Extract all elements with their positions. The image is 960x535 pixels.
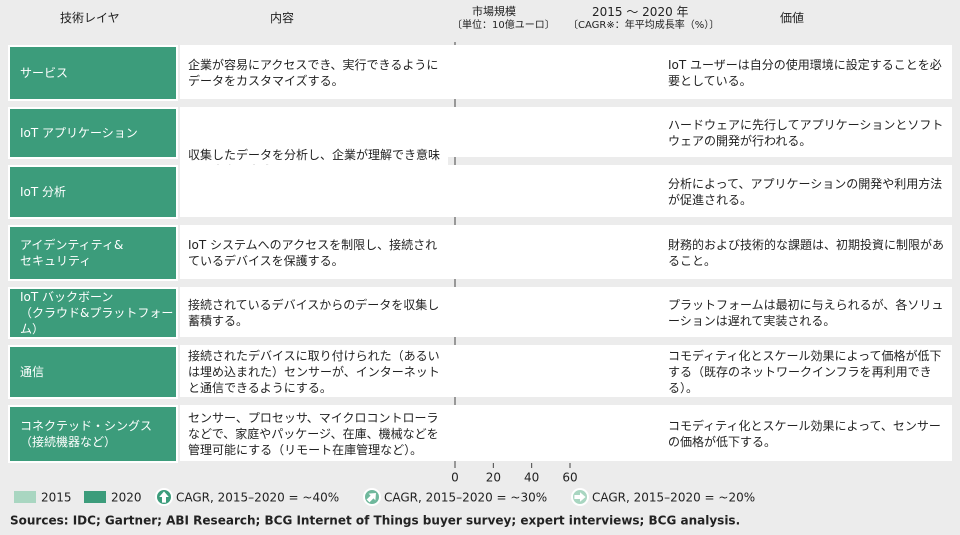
value-text: 分析によって、アプリケーションの開発や利用方法が促進される。 <box>668 177 943 207</box>
category-box: IoT バックボーン （クラウド&プラットフォーム） <box>8 287 178 339</box>
column-header: 市場規模 <box>472 5 516 18</box>
description: センサー、プロセッサ、マイクロコントローラなどで、家庭やパッケージ、在庫、機械な… <box>188 411 439 457</box>
value-text: プラットフォームは最初に与えられるが、各ソリューションは遅れて実装される。 <box>668 298 944 328</box>
legend-label: CAGR, 2015–2020 = ~30% <box>384 491 547 505</box>
column-header: 〔単位：10億ユーロ〕 <box>452 20 555 31</box>
category-box: IoT 分析 <box>8 165 178 219</box>
x-tick-label: 40 <box>524 471 539 485</box>
legend-label: CAGR, 2015–2020 = ~20% <box>592 491 755 505</box>
category-box: 通信 <box>8 345 178 399</box>
category-box: サービス <box>8 45 178 101</box>
legend-label: 2020 <box>111 491 142 505</box>
x-tick-label: 60 <box>562 471 577 485</box>
column-header: 技術レイヤ <box>60 11 120 25</box>
cagr-arrow <box>366 493 376 503</box>
row-panel <box>180 287 952 337</box>
value-text: コモディティ化とスケール効果によって、センサーの価格が低下する。 <box>668 419 941 449</box>
x-tick-label: 0 <box>451 471 459 485</box>
column-header: 2015 ～ 2020 年 <box>592 5 689 19</box>
row-panel <box>180 165 952 217</box>
description: 接続されたデバイスに取り付けられた（あるいは埋め込まれた）センサーが、インターネ… <box>188 349 440 395</box>
column-header: 価値 <box>780 11 805 25</box>
row-panel <box>180 225 952 279</box>
legend-swatch <box>14 491 36 503</box>
cagr-arrow <box>159 491 169 503</box>
category-box: アイデンティティ& セキュリティ <box>8 225 178 281</box>
value-text: コモディティ化とスケール効果によって価格が低下する（既存のネットワークインフラを… <box>668 349 942 395</box>
value-text: 財務的および技術的な課題は、初期投資に制限があること。 <box>668 238 945 268</box>
x-tick-label: 20 <box>486 471 501 485</box>
row-panel <box>180 405 952 461</box>
description: IoT システムへのアクセスを制限し、接続されているデバイスを保護する。 <box>188 238 438 268</box>
row-panel <box>180 345 952 397</box>
source: Sources: IDC; Gartner; ABI Research; BCG… <box>10 514 740 528</box>
category-box: IoT アプリケーション <box>8 107 178 159</box>
category-box: コネクテッド・シングス （接続機器など） <box>8 405 178 463</box>
legend-swatch <box>84 491 106 503</box>
legend-label: 2015 <box>41 491 72 505</box>
description: 企業が容易にアクセスでき、実行できるようにデータをカスタマイズする。 <box>188 58 439 88</box>
legend-label: CAGR, 2015–2020 = ~40% <box>176 491 339 505</box>
value-text: ハードウェアに先行してアプリケーションとソフトウェアの開発が行われる。 <box>668 118 944 148</box>
description: 接続されているデバイスからのデータを収集し蓄積する。 <box>188 298 440 328</box>
column-header: 〔CAGR※：年平均成長率（%）〕 <box>568 20 720 31</box>
column-header: 内容 <box>270 11 295 25</box>
row-panel <box>180 45 952 99</box>
value-text: IoT ユーザーは自分の使用環境に設定することを必要としている。 <box>668 58 942 88</box>
cagr-arrow <box>574 492 586 502</box>
